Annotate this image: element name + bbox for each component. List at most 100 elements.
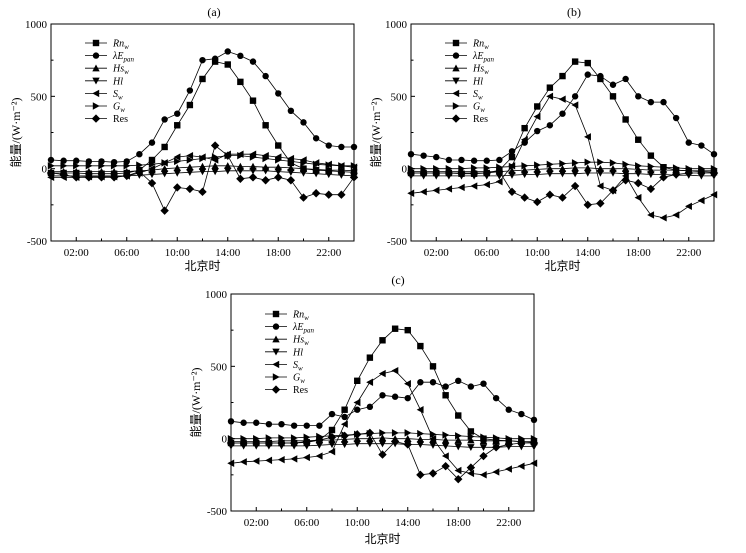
y-tick-label: 500: [31, 91, 48, 103]
data-point: [571, 93, 579, 100]
data-point: [379, 337, 386, 344]
data-point: [173, 153, 181, 161]
data-point: [584, 158, 592, 166]
data-point: [136, 151, 143, 158]
data-point: [584, 133, 591, 141]
data-point: [198, 187, 207, 197]
series-λE_pan: [407, 71, 718, 164]
data-point: [249, 97, 257, 104]
data-point: [584, 71, 591, 78]
data-point: [340, 431, 349, 440]
data-point: [634, 178, 643, 188]
data-point: [508, 171, 516, 179]
data-point: [454, 436, 462, 444]
legend-marker: [452, 102, 460, 110]
data-point: [390, 437, 400, 446]
data-point: [672, 164, 680, 172]
data-point: [404, 434, 412, 442]
legend-label: Hl: [112, 76, 123, 87]
data-point: [505, 465, 512, 473]
legend-entry: Hsw: [445, 64, 489, 76]
y-tick-label: -500: [207, 506, 228, 518]
legend-marker: [452, 77, 460, 85]
data-point: [85, 162, 93, 170]
data-point: [340, 441, 349, 449]
series-Res: [406, 167, 719, 210]
data-point: [647, 171, 655, 179]
data-point: [470, 182, 478, 190]
data-point: [366, 434, 374, 442]
data-point: [647, 211, 655, 219]
series-S_w: [227, 366, 538, 479]
y-axis-label: 能量/(W·m⁻²): [9, 98, 23, 168]
data-point: [391, 325, 399, 332]
legend-marker: [92, 64, 100, 72]
data-point: [429, 441, 437, 449]
data-point: [73, 162, 80, 170]
data-point: [84, 173, 94, 182]
data-point: [186, 151, 194, 160]
data-point: [147, 178, 157, 188]
data-point: [507, 187, 517, 197]
data-point: [609, 169, 617, 177]
data-point: [635, 136, 642, 143]
data-point: [300, 159, 308, 167]
data-point: [521, 124, 528, 132]
data-point: [534, 103, 541, 110]
legend-marker: [272, 360, 280, 369]
data-point: [312, 160, 320, 169]
data-point: [135, 167, 144, 176]
data-point: [505, 406, 512, 413]
data-point: [558, 164, 567, 172]
x-tick-label: 22:00: [676, 247, 702, 259]
legend-entry: Hl: [445, 76, 483, 87]
data-point: [404, 326, 411, 334]
x-tick-label: 02:00: [424, 247, 450, 259]
data-point: [558, 170, 567, 178]
data-point: [570, 181, 580, 191]
data-point: [416, 406, 424, 414]
panel-label: (c): [391, 273, 404, 287]
data-point: [492, 437, 500, 445]
x-tick-label: 18:00: [266, 247, 292, 259]
data-point: [407, 151, 415, 158]
legend-marker: [92, 52, 100, 59]
data-point: [584, 164, 592, 172]
legend-entry: λEpan: [445, 51, 494, 64]
y-axis-label: 能量/(W·m⁻²): [369, 98, 383, 168]
data-point: [252, 438, 261, 448]
data-point: [303, 453, 310, 462]
data-point: [480, 433, 488, 441]
data-point: [211, 55, 219, 62]
data-point: [161, 159, 169, 167]
data-point: [432, 186, 440, 195]
data-point: [303, 442, 311, 450]
data-point: [457, 183, 465, 192]
data-point: [508, 153, 516, 161]
x-axis-label: 北京时: [364, 532, 400, 546]
data-point: [186, 87, 194, 94]
data-point: [261, 167, 270, 175]
data-point: [161, 116, 168, 123]
data-point: [571, 170, 579, 178]
legend-entry: Gw: [85, 102, 125, 114]
data-point: [148, 160, 156, 169]
data-point: [338, 162, 346, 170]
y-tick-label: -500: [387, 236, 408, 248]
data-point: [186, 156, 194, 164]
data-point: [622, 116, 629, 123]
data-point: [286, 176, 296, 185]
data-point: [467, 444, 475, 452]
data-point: [635, 162, 642, 170]
legend-entry: Hsw: [85, 64, 129, 76]
data-point: [262, 122, 269, 129]
data-point: [300, 119, 307, 126]
data-point: [391, 366, 399, 375]
data-point: [391, 429, 399, 437]
series-λE_pan: [227, 377, 538, 429]
data-point: [596, 169, 605, 177]
legend-entry: Rnw: [445, 39, 489, 51]
data-point: [98, 162, 106, 170]
data-point: [223, 151, 232, 160]
data-point: [533, 171, 541, 179]
